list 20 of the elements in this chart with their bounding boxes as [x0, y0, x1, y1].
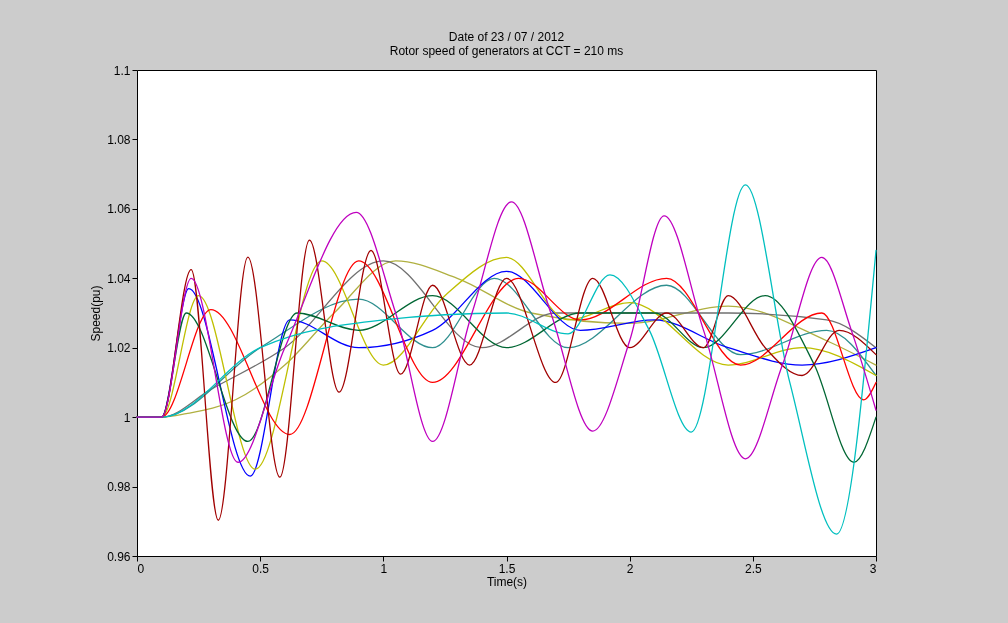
- x-tick-label: 0.5: [252, 561, 270, 576]
- x-tick-label: 3: [869, 561, 877, 576]
- x-tick-label: 1.5: [498, 561, 516, 576]
- x-tick-label: 1: [380, 561, 388, 576]
- y-tick-label: 1.06: [107, 202, 131, 217]
- y-tick-label: 1.02: [107, 341, 131, 356]
- y-tick-label: 1.1: [113, 63, 131, 78]
- y-tick-label: 1.04: [107, 271, 131, 286]
- y-tick-label: 0.96: [107, 549, 131, 564]
- y-tick-label: 1.08: [107, 132, 131, 147]
- y-axis-title: Speed(pu): [89, 285, 104, 342]
- chart-title: Date of 23 / 07 / 2012: [448, 30, 565, 44]
- x-tick-label: 2: [626, 561, 634, 576]
- y-tick-label: 1: [123, 410, 131, 425]
- x-axis-title: Time(s): [486, 574, 528, 589]
- chart-subtitle: Rotor speed of generators at CCT = 210 ms: [389, 44, 624, 58]
- line-series: [136, 201, 877, 463]
- x-tick-label: 0: [137, 561, 145, 576]
- x-tick-label: 2.5: [744, 561, 762, 576]
- y-tick-label: 0.98: [107, 480, 131, 495]
